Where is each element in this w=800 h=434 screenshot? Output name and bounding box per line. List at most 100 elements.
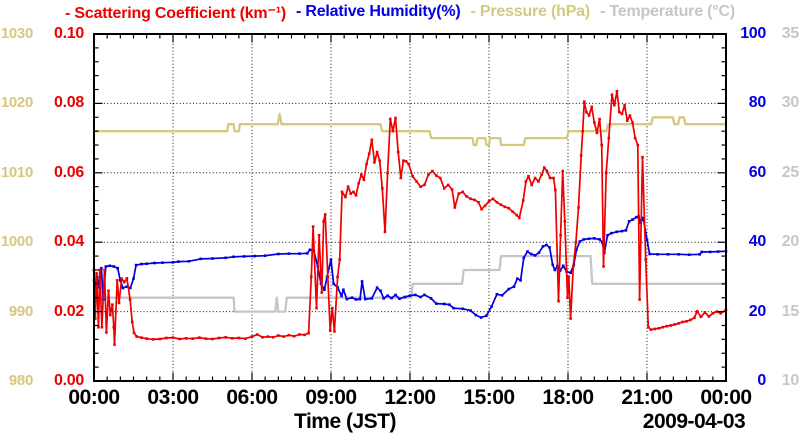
marker-humidity — [287, 252, 291, 255]
marker-scattering — [331, 306, 334, 310]
marker-scattering — [323, 213, 327, 216]
marker-scattering — [574, 240, 578, 244]
marker-humidity — [448, 303, 451, 306]
ytick-scattering-0.00: 0.00 — [54, 372, 84, 389]
marker-humidity — [648, 252, 651, 256]
marker-scattering — [515, 213, 518, 217]
series-temperature — [92, 254, 728, 313]
marker-scattering — [383, 230, 387, 234]
marker-humidity — [561, 264, 565, 268]
ytick-scattering-0.04: 0.04 — [54, 233, 84, 251]
marker-scattering — [633, 136, 637, 140]
marker-humidity — [332, 282, 335, 286]
marker-humidity — [537, 251, 541, 254]
marker-humidity — [500, 293, 504, 297]
marker-scattering — [402, 159, 405, 162]
marker-scattering — [435, 174, 438, 177]
marker-scattering — [98, 268, 102, 272]
marker-humidity — [354, 298, 358, 301]
marker-humidity — [382, 297, 385, 300]
marker-scattering — [711, 312, 715, 315]
marker-humidity — [627, 220, 631, 223]
marker-scattering — [100, 325, 104, 329]
marker-scattering — [503, 205, 507, 209]
marker-humidity — [140, 262, 143, 266]
marker-scattering — [530, 183, 533, 187]
ytick-humidity-0: 0 — [757, 372, 766, 389]
marker-scattering — [396, 150, 400, 154]
marker-humidity — [224, 256, 227, 260]
marker-scattering — [431, 169, 434, 173]
marker-scattering — [610, 93, 614, 97]
marker-scattering — [571, 265, 575, 268]
ytick-pressure-1030: 1030 — [0, 25, 33, 42]
marker-scattering — [112, 325, 116, 329]
marker-humidity — [342, 288, 345, 292]
marker-scattering — [322, 220, 325, 223]
marker-humidity — [474, 313, 478, 317]
marker-humidity — [419, 295, 422, 299]
marker-humidity — [308, 248, 312, 252]
marker-humidity — [516, 277, 519, 280]
xtick-6: 18:00 — [542, 386, 594, 409]
marker-scattering — [352, 190, 355, 194]
marker-humidity — [199, 257, 202, 261]
marker-scattering — [423, 183, 426, 187]
marker-scattering — [320, 291, 324, 294]
marker-scattering — [620, 112, 624, 116]
marker-humidity — [716, 250, 720, 253]
marker-humidity — [370, 297, 374, 300]
marker-humidity — [345, 297, 349, 301]
marker-scattering — [125, 276, 129, 280]
marker-scattering — [309, 275, 313, 279]
marker-scattering — [250, 335, 254, 338]
marker-humidity — [700, 250, 704, 254]
ytick-humidity-80: 80 — [748, 94, 767, 112]
marker-scattering — [638, 298, 641, 301]
marker-scattering — [333, 330, 336, 333]
xtick-5: 15:00 — [463, 386, 515, 409]
marker-humidity — [452, 306, 455, 310]
marker-scattering — [533, 176, 537, 180]
marker-humidity — [298, 252, 301, 255]
marker-humidity — [642, 216, 645, 220]
marker-scattering — [287, 333, 291, 337]
marker-humidity — [461, 307, 464, 311]
marker-scattering — [211, 337, 214, 341]
marker-scattering — [689, 318, 692, 322]
marker-humidity — [253, 254, 256, 258]
marker-scattering — [97, 325, 100, 329]
marker-scattering — [130, 320, 134, 324]
marker-scattering — [115, 279, 119, 282]
marker-humidity — [306, 252, 309, 255]
series-scattering — [93, 90, 727, 346]
marker-scattering — [595, 131, 599, 135]
marker-scattering — [120, 277, 123, 280]
marker-humidity — [161, 261, 164, 264]
marker-humidity — [360, 280, 364, 283]
marker-scattering — [661, 325, 665, 329]
marker-scattering — [604, 171, 608, 175]
marker-scattering — [677, 322, 680, 325]
marker-scattering — [644, 258, 647, 261]
marker-scattering — [499, 203, 503, 207]
marker-humidity — [606, 233, 609, 237]
marker-scattering — [255, 333, 259, 336]
legend-item-humidity: - Relative Humidity(%) — [295, 3, 461, 20]
marker-scattering — [204, 337, 208, 340]
marker-scattering — [465, 195, 468, 198]
marker-scattering — [388, 117, 392, 121]
marker-scattering — [411, 174, 414, 178]
marker-scattering — [394, 116, 397, 120]
marker-scattering — [473, 198, 476, 202]
marker-humidity — [390, 296, 393, 300]
x-axis-title: Time (JST) — [294, 410, 396, 433]
ytick-temperature-20: 20 — [781, 233, 800, 251]
marker-scattering — [581, 129, 585, 133]
marker-scattering — [537, 180, 540, 183]
marker-humidity — [429, 297, 433, 300]
marker-humidity — [386, 294, 389, 297]
marker-humidity — [610, 231, 613, 235]
marker-humidity — [125, 285, 129, 288]
